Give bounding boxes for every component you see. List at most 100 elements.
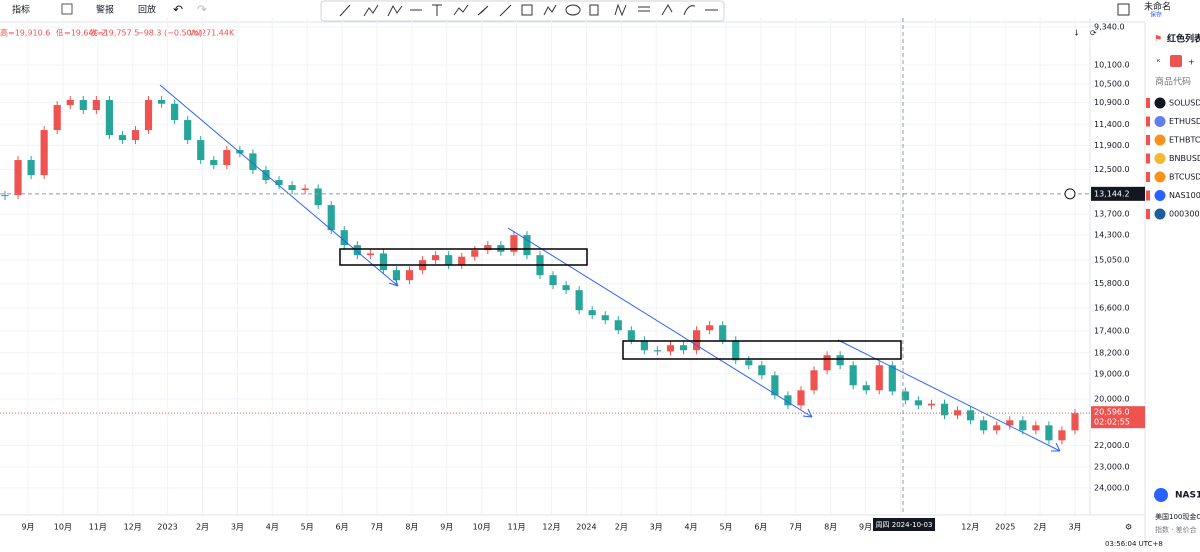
y-tick-label: 9,340.0 [1094, 22, 1125, 31]
candle [914, 400, 923, 406]
symbol[interactable]: BNBUSDT [1169, 154, 1200, 163]
candle [118, 135, 127, 141]
panel-icon[interactable] [1170, 55, 1182, 67]
candle [510, 235, 518, 252]
range-box [622, 340, 902, 360]
legend-change: −98.3 (−0.50%) [137, 29, 202, 38]
candle [432, 255, 440, 261]
ohlc-legend: 高=19,910.6 低=19,649.2 收=19,757.5 −98.3 (… [0, 28, 235, 38]
add-icon[interactable]: + [1188, 58, 1195, 67]
flag [1146, 116, 1150, 127]
flag [1146, 135, 1150, 145]
symbol[interactable]: BTCUSDT [1169, 173, 1200, 182]
candle [706, 325, 714, 331]
save-label[interactable]: 保存 [1150, 11, 1162, 19]
candle [105, 99, 113, 136]
candle [14, 160, 22, 196]
candle [53, 105, 61, 131]
scroll-down[interactable]: ↓ [1073, 29, 1080, 38]
candle [79, 99, 87, 111]
candle [66, 99, 74, 106]
x-tick-label: 9月 [859, 523, 872, 532]
x-tick-label: 5月 [301, 523, 314, 532]
candle [40, 130, 48, 176]
x-tick-label: 9月 [21, 523, 34, 532]
legend-close: 收=19,757.5 [89, 28, 139, 38]
candle [144, 99, 153, 131]
candle [901, 391, 909, 401]
countdown: 02:02:55 [1094, 418, 1130, 427]
candle [627, 330, 635, 341]
crosshair-date: 周四 2024-10-03 [876, 521, 933, 529]
x-tick-label: 4月 [685, 523, 698, 532]
x-tick-label: 3月 [1068, 523, 1081, 532]
indicators-button[interactable]: 指标 [12, 4, 30, 16]
y-tick-label: 13,700.0 [1094, 210, 1130, 219]
candle [875, 365, 883, 391]
y-tick-label: 18,200.0 [1094, 348, 1130, 357]
layout-name[interactable]: 未命名 [1144, 1, 1171, 13]
candles [1, 95, 1079, 445]
watchlist-title[interactable]: 红色列表 [1167, 33, 1200, 45]
undo-button[interactable]: ↶ [173, 3, 183, 17]
window-icon[interactable] [1117, 3, 1130, 16]
candle [679, 345, 688, 351]
candle [797, 390, 805, 406]
y-tick-label: 11,400.0 [1094, 120, 1130, 129]
symbol[interactable]: ETHBTC [1169, 136, 1200, 145]
candle [849, 365, 857, 386]
candle [1006, 420, 1014, 426]
candle [1071, 413, 1079, 431]
symbol[interactable]: SOLUSDT [1169, 99, 1200, 108]
axes: 9,340.0 10,100.0 10,500.0 10,900.0 11,400.0 1… [0, 18, 1145, 532]
y-tick-label: 11,900.0 [1094, 141, 1130, 150]
candle [1058, 430, 1066, 441]
symbol[interactable]: NAS100 [1169, 191, 1200, 200]
symbol-logo [1154, 190, 1166, 201]
x-tick-label: 2月 [615, 523, 628, 532]
flag: ⚑ [1154, 35, 1162, 45]
candle [967, 410, 975, 421]
x-tick-label: 6月 [336, 523, 349, 532]
candle [888, 365, 896, 392]
candle [562, 285, 570, 291]
candle [92, 99, 100, 111]
symbol[interactable]: ETHUSDT [1169, 117, 1200, 126]
candle [523, 235, 531, 256]
settings-icon[interactable]: ⚙ [1125, 523, 1132, 532]
x-tick-label: 10月 [54, 523, 72, 532]
candle [236, 150, 244, 154]
x-tick-label: 11月 [89, 523, 107, 532]
symbol-logo [1154, 171, 1166, 183]
last-price-box [1091, 406, 1145, 429]
x-tick-label: 8月 [405, 523, 418, 532]
crosshair-date-box [873, 518, 935, 531]
layout-icon[interactable] [61, 3, 73, 15]
status-time: 03:56:04 UTC+8 [1105, 540, 1163, 548]
y-tick-label: 22,000.0 [1094, 441, 1130, 450]
y-tick-label: 20,000.0 [1094, 394, 1130, 403]
candle [810, 370, 818, 391]
y-tick-label: 23,000.0 [1094, 463, 1130, 472]
flag [1146, 172, 1150, 182]
candle [27, 160, 35, 176]
y-tick-label: 12,500.0 [1094, 165, 1130, 174]
watchlist: SOLUSDT ETHUSDT ETHBTC BNBUSDT BTCUSDT NAS100… [1146, 97, 1200, 220]
symbol[interactable]: 000300 [1169, 210, 1200, 219]
x-tick-label: 12月 [542, 523, 560, 532]
reset[interactable]: ⟳ [1090, 29, 1097, 38]
symbol-logo [1154, 97, 1166, 109]
alerts-button[interactable]: 警报 [96, 4, 114, 16]
redo-button: ↷ [197, 3, 207, 17]
panel-icon[interactable]: ᴷ [1157, 58, 1161, 67]
candle [484, 245, 492, 251]
drawing-tools[interactable] [339, 3, 718, 17]
candle [301, 188, 309, 191]
replay-button[interactable]: 回放 [138, 4, 156, 16]
flag [1146, 153, 1150, 164]
x-tick-label: 8月 [824, 523, 837, 532]
candle [157, 99, 166, 104]
candle [588, 310, 596, 316]
add-button[interactable] [1064, 188, 1076, 200]
